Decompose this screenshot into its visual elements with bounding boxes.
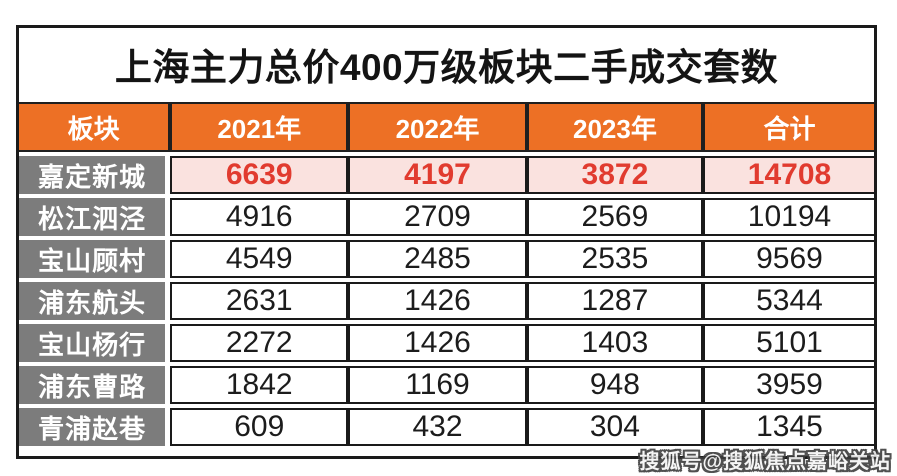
- table-row: 青浦赵巷 609 432 304 1345: [19, 408, 874, 446]
- table-row: 浦东曹路 1842 1169 948 3959: [19, 366, 874, 404]
- table-title: 上海主力总价400万级板块二手成交套数: [114, 47, 779, 88]
- value-cell: 14708: [702, 156, 874, 194]
- row-label: 浦东曹路: [19, 366, 171, 404]
- transactions-table-container: 上海主力总价400万级板块二手成交套数 板块 2021年 2022年 2023年…: [16, 25, 877, 459]
- value-cell: 609: [170, 408, 349, 446]
- value-cell: 2569: [526, 198, 703, 236]
- value-cell: 4197: [348, 156, 527, 194]
- value-cell: 4916: [170, 198, 349, 236]
- value-cell: 1345: [702, 408, 874, 446]
- value-cell: 6639: [170, 156, 349, 194]
- value-cell: 1842: [170, 366, 349, 404]
- column-header-2021: 2021年: [170, 102, 349, 152]
- value-cell: 304: [526, 408, 703, 446]
- column-header-sector: 板块: [19, 102, 171, 152]
- value-cell: 9569: [702, 240, 874, 278]
- value-cell: 1287: [526, 282, 703, 320]
- value-cell: 1426: [348, 282, 527, 320]
- column-header-2023: 2023年: [526, 102, 703, 152]
- value-cell: 5101: [702, 324, 874, 362]
- header-row: 板块 2021年 2022年 2023年 合计: [19, 102, 874, 152]
- value-cell: 1403: [526, 324, 703, 362]
- transactions-table: 板块 2021年 2022年 2023年 合计 嘉定新城 6639 4197 3…: [19, 98, 874, 450]
- table-row: 宝山顾村 4549 2485 2535 9569: [19, 240, 874, 278]
- value-cell: 2535: [526, 240, 703, 278]
- sohu-watermark: 搜狐号@搜狐焦点嘉峪关站: [639, 451, 891, 473]
- row-label: 宝山顾村: [19, 240, 171, 278]
- table-row: 嘉定新城 6639 4197 3872 14708: [19, 156, 874, 194]
- table-row: 松江泗泾 4916 2709 2569 10194: [19, 198, 874, 236]
- table-row: 浦东航头 2631 1426 1287 5344: [19, 282, 874, 320]
- value-cell: 1169: [348, 366, 527, 404]
- value-cell: 4549: [170, 240, 349, 278]
- value-cell: 5344: [702, 282, 874, 320]
- value-cell: 10194: [702, 198, 874, 236]
- value-cell: 3959: [702, 366, 874, 404]
- value-cell: 432: [348, 408, 527, 446]
- row-label: 青浦赵巷: [19, 408, 171, 446]
- value-cell: 3872: [526, 156, 703, 194]
- row-label: 浦东航头: [19, 282, 171, 320]
- table-row: 宝山杨行 2272 1426 1403 5101: [19, 324, 874, 362]
- column-header-2022: 2022年: [348, 102, 527, 152]
- row-label: 宝山杨行: [19, 324, 171, 362]
- column-header-total: 合计: [702, 102, 874, 152]
- value-cell: 2709: [348, 198, 527, 236]
- value-cell: 2485: [348, 240, 527, 278]
- value-cell: 948: [526, 366, 703, 404]
- value-cell: 2631: [170, 282, 349, 320]
- value-cell: 2272: [170, 324, 349, 362]
- row-label: 嘉定新城: [19, 156, 171, 194]
- row-label: 松江泗泾: [19, 198, 171, 236]
- value-cell: 1426: [348, 324, 527, 362]
